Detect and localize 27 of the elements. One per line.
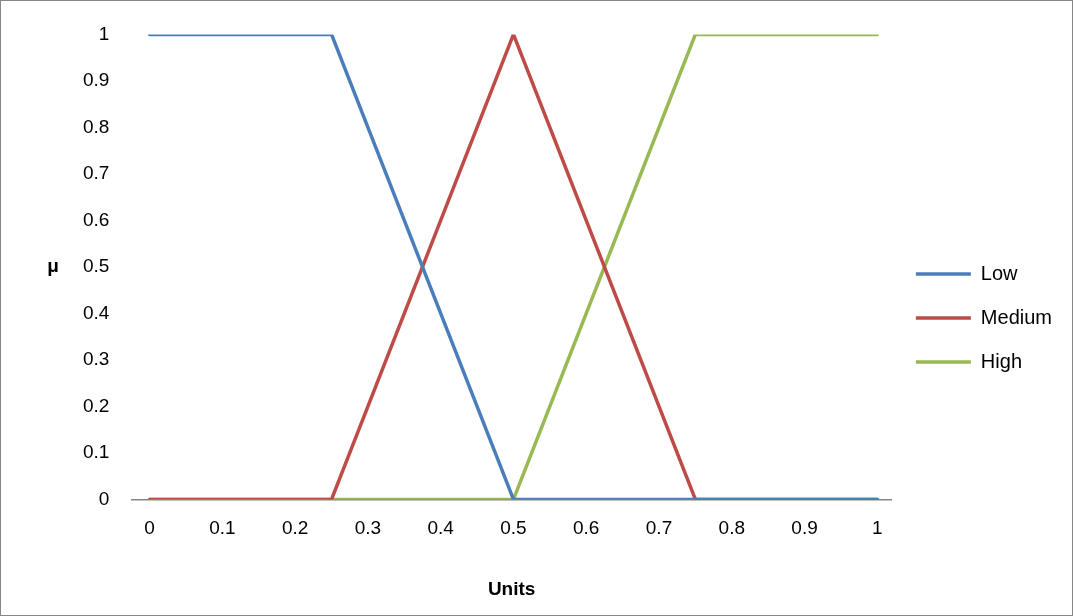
x-axis-title: Units bbox=[487, 577, 536, 599]
legend-label: High bbox=[980, 349, 1023, 372]
x-tick-label: 0.6 bbox=[573, 517, 600, 539]
y-tick-label: 0.5 bbox=[82, 255, 110, 277]
x-tick-label: 0.5 bbox=[500, 517, 527, 539]
x-tick-label: 0.4 bbox=[427, 517, 455, 539]
y-tick-label: 0.9 bbox=[82, 69, 110, 91]
legend-label: Medium bbox=[980, 305, 1053, 328]
x-tick-label: 0.3 bbox=[354, 517, 382, 539]
x-tick-label: 0.2 bbox=[281, 517, 309, 539]
x-tick-label: 0.9 bbox=[791, 517, 818, 539]
y-axis-title: μ bbox=[47, 255, 59, 277]
y-tick-label: 0.1 bbox=[82, 441, 110, 463]
x-tick-label: 0 bbox=[144, 517, 155, 539]
y-tick-label: 0.3 bbox=[82, 348, 110, 370]
y-tick-label: 1 bbox=[98, 22, 110, 44]
y-tick-label: 0.7 bbox=[82, 162, 110, 184]
y-tick-label: 0.8 bbox=[82, 115, 110, 137]
legend-label: Low bbox=[980, 261, 1019, 284]
y-tick-label: 0.6 bbox=[82, 208, 110, 230]
x-tick-label: 0.7 bbox=[645, 517, 673, 539]
x-tick-label: 0.1 bbox=[209, 517, 236, 539]
x-tick-label: 0.8 bbox=[718, 517, 745, 539]
x-tick-label: 1 bbox=[872, 517, 883, 539]
y-tick-label: 0.2 bbox=[82, 394, 110, 416]
y-tick-label: 0 bbox=[98, 487, 110, 509]
y-tick-label: 0.4 bbox=[82, 301, 110, 323]
